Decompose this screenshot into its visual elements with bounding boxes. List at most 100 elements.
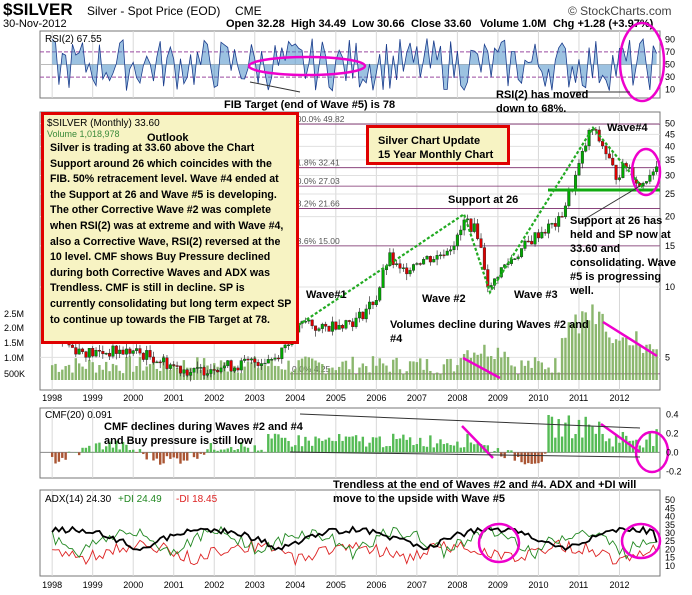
price-candle [77,348,81,355]
year-tick-label: 2012 [609,580,629,590]
volume-bar [648,344,652,380]
volume-bar [527,360,530,380]
cmf-bar [368,442,371,453]
volume-bar [516,373,520,380]
cmf-bar [128,450,132,453]
price-candle [266,359,270,364]
date-label: 30-Nov-2012 [3,18,67,30]
volume-bar [162,356,165,380]
cmf-bar [209,442,213,453]
cmf-bar [270,438,273,453]
volume-bar [304,356,307,380]
volume-bar [388,371,392,380]
cmf-bar [111,447,115,453]
price-candle [337,325,341,330]
cmf-bar [307,440,311,453]
cmf-bar [560,436,564,453]
price-candle [557,216,561,227]
volume-label: Volume 1.0M [480,18,547,30]
cmf-decline-mark [600,422,641,454]
volume-bar [621,337,625,380]
volume-bar [392,359,395,380]
price-candle [388,252,392,266]
cmf-bar [240,442,243,453]
support26-label: Support at 26 [448,194,519,206]
volume-bar [608,337,611,380]
cmf-bar [452,445,456,453]
volume-bar [432,373,435,380]
price-candle [422,259,426,265]
rsi-ellipse [618,21,666,103]
price-candle [307,319,311,322]
cmf-bar [280,437,283,453]
price-candle [587,129,591,147]
volume-bar [277,366,280,380]
cmf-bar [581,437,584,453]
chart-layers: 100.0% 49.82 61.8% 32.41 50.0% 27.03 38.2% … [40,21,670,567]
cmf-bar [446,443,449,453]
open-label: Open 32.28 [226,18,285,30]
volume-bar [476,354,479,380]
price-candle [540,231,544,239]
cmf-label: CMF(20) 0.091 [45,410,113,421]
price-candle [604,145,608,155]
volume-bar [459,358,462,380]
volume-bar [148,364,152,380]
price-candle [381,269,385,288]
cmf-bar [267,434,270,453]
price-candle [425,256,429,260]
year-tick-label: 2000 [123,393,143,403]
price-candle [334,321,338,330]
price-candle [530,240,534,245]
cmf-bar [84,447,88,453]
cmf-bar [169,452,172,459]
volume-bar [554,358,557,380]
volume-bar [483,344,486,380]
cmf-bar [115,440,118,453]
cmf-bar [398,438,402,453]
volume-bar [506,357,510,380]
volume-bar [341,361,344,380]
cmf-bar [155,452,159,459]
volume-bar [111,363,115,380]
rsi-tick-label: 70 [665,47,675,57]
price-candle [84,351,88,358]
volume-bar [216,366,219,380]
volume-bar [442,364,446,380]
cmf-bar [479,444,483,453]
volume-bar [371,356,375,380]
price-tick-label: 50 [665,119,675,129]
price-candle [128,348,132,354]
cmf-bar [378,436,381,453]
cmf-bar [412,445,415,453]
year-tick-label: 2001 [164,393,184,403]
price-candle [621,163,625,178]
year-tick-label: 2006 [366,393,386,403]
brand-label[interactable]: © StockCharts.com [568,4,672,18]
cmf-bar [61,452,64,458]
cmf-bar [405,439,408,453]
volume-bar [402,373,405,380]
volume-bar [260,366,263,380]
volume-bar [67,364,71,380]
price-candle [87,348,91,358]
price-candle [516,256,520,259]
cmf-bar [260,449,263,453]
price-candle [368,301,372,310]
cmf-bar [213,449,216,453]
cmf-bar [206,449,209,453]
price-candle [239,360,243,371]
rsi-moved-note: RSI(2) has moved down to 68%. [496,89,589,115]
cmf-bar [381,447,385,453]
cmf-bar [486,445,489,453]
price-candle [172,364,176,366]
year-tick-label: 2001 [164,580,184,590]
cmf-bar [496,448,500,453]
volume-bar [500,357,503,380]
price-candle [560,216,564,218]
cmf-bar [81,447,84,453]
price-candle [327,326,331,332]
volume-bar [571,323,574,380]
cmf-bar [348,436,351,453]
cmf-bar [358,441,361,453]
